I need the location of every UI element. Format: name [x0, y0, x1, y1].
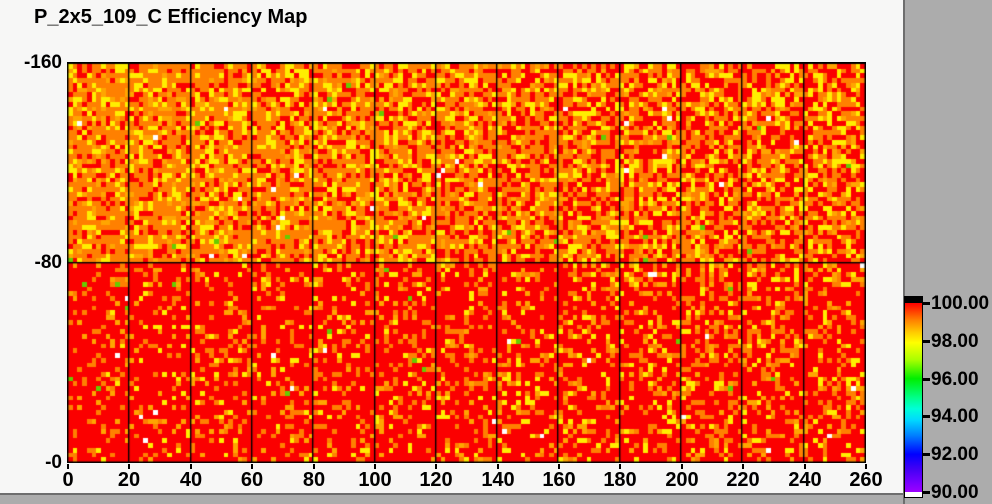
x-tick-mark [128, 464, 130, 469]
colorbar-tick-label: 100.00 [931, 293, 990, 314]
heatmap-canvas [67, 62, 866, 463]
x-tick-mark [251, 464, 253, 469]
x-tick-mark [67, 464, 69, 469]
colorbar-tick-label: 90.00 [931, 482, 979, 503]
colorbar-tick-label: 92.00 [931, 444, 979, 465]
x-tick-label: 160 [542, 469, 576, 491]
x-tick-label: 220 [726, 469, 760, 491]
x-tick-mark [374, 464, 376, 469]
colorbar-underflow-cap [905, 492, 922, 497]
x-tick-mark [497, 464, 499, 469]
x-tick-mark [558, 464, 560, 469]
colorbar-tick-mark [923, 453, 930, 456]
x-tick-label: 200 [665, 469, 699, 491]
y-tick-label: -160 [23, 52, 62, 73]
colorbar-overflow-cap [905, 297, 922, 303]
colorbar-gradient [904, 296, 923, 498]
x-tick-label: 180 [603, 469, 637, 491]
x-tick-mark [865, 464, 867, 469]
x-tick-mark [619, 464, 621, 469]
x-tick-label: 260 [849, 469, 883, 491]
bottom-frame [0, 493, 903, 504]
x-tick-label: 40 [179, 469, 203, 491]
colorbar-scale [905, 303, 922, 492]
x-tick-mark [804, 464, 806, 469]
y-tick-label: -0 [45, 452, 62, 473]
x-tick-mark [313, 464, 315, 469]
y-tick-label: -80 [34, 252, 62, 273]
chart-title: P_2x5_109_C Efficiency Map [34, 6, 308, 28]
x-tick-label: 100 [358, 469, 392, 491]
x-tick-mark [681, 464, 683, 469]
colorbar-tick-label: 98.00 [931, 331, 979, 352]
colorbar-tick-mark [923, 491, 930, 494]
x-tick-mark [742, 464, 744, 469]
colorbar-tick-mark [923, 340, 930, 343]
x-tick-label: 240 [788, 469, 822, 491]
x-tick-label: 120 [419, 469, 453, 491]
colorbar-tick-label: 94.00 [931, 406, 979, 427]
colorbar-tick-label: 96.00 [931, 369, 979, 390]
x-tick-label: 140 [481, 469, 515, 491]
colorbar-tick-mark [923, 415, 930, 418]
colorbar-tick-mark [923, 378, 930, 381]
colorbar-tick-mark [923, 302, 930, 305]
x-tick-mark [435, 464, 437, 469]
x-tick-label: 20 [117, 469, 141, 491]
x-tick-label: 80 [302, 469, 326, 491]
x-tick-mark [190, 464, 192, 469]
x-tick-label: 0 [62, 469, 74, 491]
x-tick-label: 60 [240, 469, 264, 491]
